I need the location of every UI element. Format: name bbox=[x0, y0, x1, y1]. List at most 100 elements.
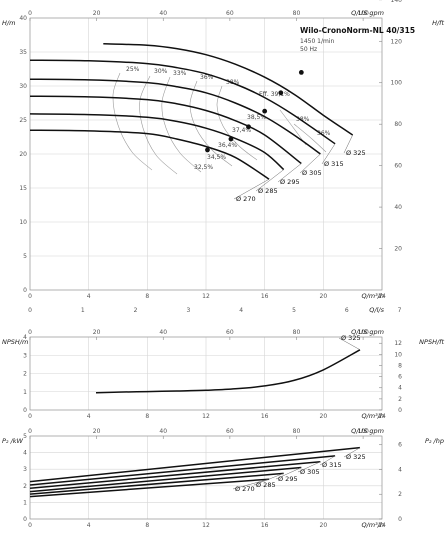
x-axis-label: Q/m³/h bbox=[361, 521, 384, 529]
curve-label: Ø 325 bbox=[346, 149, 366, 157]
y-tick-label: 2 bbox=[23, 483, 27, 490]
curve-label: Ø 315 bbox=[324, 160, 344, 168]
x-tick-label: 24 bbox=[378, 293, 386, 300]
right-y-axis-label: P₂ /hp bbox=[425, 437, 444, 445]
top-x-tick-label: 20 bbox=[93, 428, 101, 435]
efficiency-contour bbox=[216, 85, 258, 161]
curve-label: Ø 315 bbox=[322, 461, 342, 469]
ls-axis-label: Q/l/s bbox=[369, 306, 384, 314]
ls-tick-label: 3 bbox=[186, 307, 190, 314]
y-axis-label: P₂ /kW bbox=[2, 437, 24, 445]
ls-tick-label: 1 bbox=[81, 307, 85, 314]
top-x-tick-label: 20 bbox=[93, 329, 101, 336]
top-x-tick-label: 40 bbox=[159, 329, 167, 336]
x-tick-label: 24 bbox=[378, 522, 386, 529]
label-leader bbox=[233, 178, 270, 200]
right-y-tick-label: 4 bbox=[398, 466, 402, 473]
label-leader bbox=[343, 447, 361, 458]
y-tick-label: 25 bbox=[19, 117, 27, 124]
x-tick-label: 16 bbox=[261, 413, 269, 420]
efficiency-label: 33% bbox=[173, 70, 187, 77]
ls-tick-label: 5 bbox=[292, 307, 296, 314]
right-y-tick-label: 60 bbox=[394, 163, 402, 170]
right-y-tick-label: 80 bbox=[394, 121, 402, 128]
curve-label: Ø 295 bbox=[280, 178, 300, 186]
best-efficiency-point bbox=[298, 70, 304, 75]
curve-head bbox=[103, 43, 354, 136]
efficiency-label: Eff. 39,1% bbox=[259, 91, 290, 98]
y-tick-label: 10 bbox=[19, 219, 27, 226]
chart-title: Wilo-CronoNorm-NL 40/315 bbox=[300, 26, 415, 35]
top-x-tick-label: 60 bbox=[226, 10, 234, 17]
ls-tick-label: 0 bbox=[28, 307, 32, 314]
curve-label: Ø 325 bbox=[346, 453, 366, 461]
x-tick-label: 0 bbox=[28, 522, 32, 529]
curve-label: Ø 305 bbox=[300, 468, 320, 476]
y-tick-label: 4 bbox=[23, 334, 27, 341]
top-x-tick-label: 60 bbox=[226, 329, 234, 336]
top-x-tick-label: 80 bbox=[293, 10, 301, 17]
top-x-tick-label: 0 bbox=[28, 428, 32, 435]
label-leader bbox=[275, 467, 302, 480]
label-leader bbox=[338, 337, 361, 350]
right-y-tick-label: 120 bbox=[391, 38, 403, 45]
y-axis-label: H/m bbox=[2, 19, 15, 27]
x-tick-label: 20 bbox=[320, 293, 328, 300]
efficiency-label: 37,4% bbox=[232, 127, 251, 134]
right-y-tick-label: 40 bbox=[394, 204, 402, 211]
x-axis-label: Q/m³/h bbox=[361, 292, 384, 300]
right-y-tick-label: 2 bbox=[398, 396, 402, 403]
best-efficiency-point bbox=[205, 147, 210, 153]
top-x-axis-label: Q/US gpm bbox=[351, 427, 384, 435]
curve-power bbox=[29, 455, 336, 486]
x-tick-label: 8 bbox=[145, 413, 149, 420]
label-leader bbox=[232, 478, 270, 490]
top-x-axis-label: Q/US gpm bbox=[351, 9, 384, 17]
x-tick-label: 16 bbox=[261, 522, 269, 529]
right-y-tick-label: 12 bbox=[394, 340, 402, 347]
x-tick-label: 12 bbox=[202, 522, 210, 529]
label-leader bbox=[255, 169, 284, 192]
right-y-tick-label: 6 bbox=[398, 442, 402, 449]
label-leader bbox=[343, 134, 353, 154]
top-x-tick-label: 0 bbox=[28, 10, 32, 17]
right-y-tick-label: 20 bbox=[394, 246, 402, 253]
efficiency-label: 34,5% bbox=[207, 154, 226, 161]
ls-tick-label: 7 bbox=[398, 307, 402, 314]
ls-tick-label: 4 bbox=[239, 307, 243, 314]
curve-head bbox=[29, 78, 321, 155]
top-x-axis-label: Q/US gpm bbox=[351, 328, 384, 336]
curve-power bbox=[29, 466, 302, 493]
top-x-tick-label: 80 bbox=[293, 428, 301, 435]
efficiency-contour bbox=[112, 72, 153, 171]
right-y-tick-label: 2 bbox=[398, 491, 402, 498]
efficiency-label: 36,4% bbox=[218, 142, 237, 149]
x-tick-label: 4 bbox=[87, 413, 91, 420]
y-tick-label: 5 bbox=[23, 433, 27, 440]
x-tick-label: 0 bbox=[28, 413, 32, 420]
efficiency-label: 30% bbox=[154, 68, 168, 75]
y-tick-label: 0 bbox=[23, 516, 27, 523]
ls-tick-label: 2 bbox=[134, 307, 138, 314]
x-axis-label: Q/m³/h bbox=[361, 412, 384, 420]
top-x-tick-label: 20 bbox=[93, 10, 101, 17]
right-y-tick-label: 10 bbox=[394, 351, 402, 358]
curve-label: Ø 270 bbox=[235, 485, 255, 493]
best-efficiency-point bbox=[278, 90, 284, 96]
y-tick-label: 4 bbox=[23, 450, 27, 457]
right-y-tick-label: 140 bbox=[391, 0, 403, 4]
ls-tick-label: 6 bbox=[345, 307, 349, 314]
x-tick-label: 4 bbox=[87, 522, 91, 529]
top-x-tick-label: 100 bbox=[357, 428, 369, 435]
chart-subtitle: 50 Hz bbox=[300, 46, 317, 53]
curve-label: Ø 305 bbox=[302, 169, 322, 177]
top-x-tick-label: 0 bbox=[28, 329, 32, 336]
curve-power bbox=[29, 446, 361, 483]
curve-label: Ø 285 bbox=[256, 481, 276, 489]
curve-label: Ø 295 bbox=[278, 475, 298, 483]
best-efficiency-point bbox=[262, 108, 268, 114]
curve-power bbox=[29, 478, 270, 498]
x-tick-label: 20 bbox=[320, 522, 328, 529]
